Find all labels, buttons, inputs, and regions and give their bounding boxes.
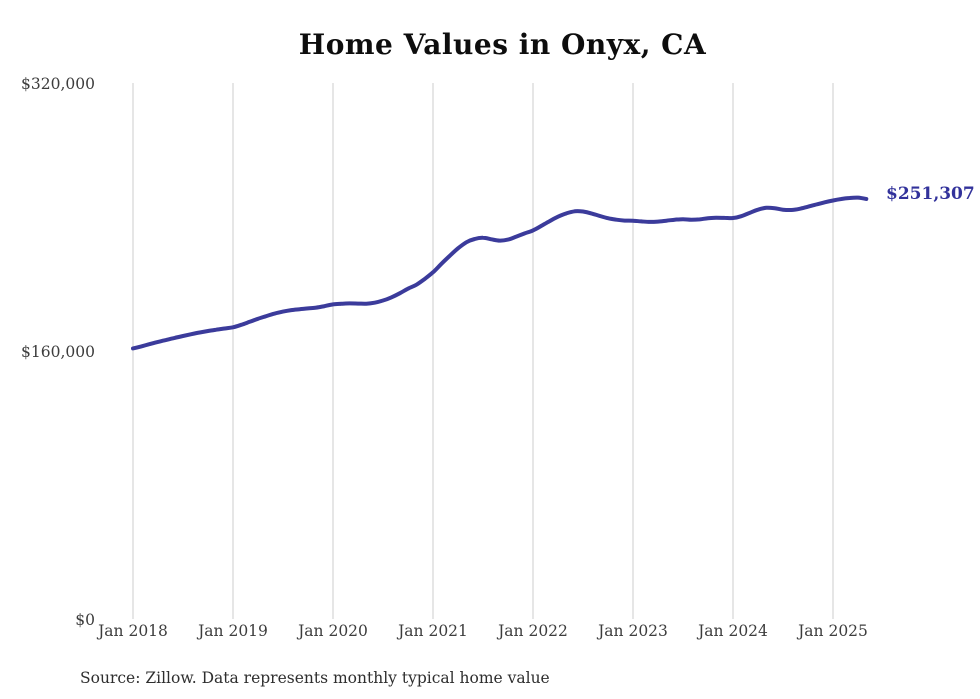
x-tick-jan-2020: Jan 2020	[298, 622, 368, 640]
chart-title: Home Values in Onyx, CA	[298, 28, 707, 61]
home-value-line-series	[131, 195, 869, 351]
y-tick-160000: $160,000	[21, 342, 95, 361]
y-tick-0: $0	[75, 610, 95, 629]
latest-value-label: $251,307	[886, 184, 975, 204]
x-tick-jan-2018: Jan 2018	[98, 622, 168, 640]
x-tick-jan-2021: Jan 2021	[398, 622, 468, 640]
y-tick-320000: $320,000	[21, 75, 95, 93]
source-note: Source: Zillow. Data represents monthly …	[80, 669, 550, 687]
x-tick-jan-2024: Jan 2024	[698, 622, 768, 640]
vertical-gridlines	[132, 83, 834, 619]
x-tick-jan-2023: Jan 2023	[598, 622, 668, 640]
x-tick-jan-2019: Jan 2019	[198, 622, 268, 640]
x-tick-jan-2025: Jan 2025	[798, 622, 868, 640]
x-tick-jan-2022: Jan 2022	[498, 622, 568, 640]
